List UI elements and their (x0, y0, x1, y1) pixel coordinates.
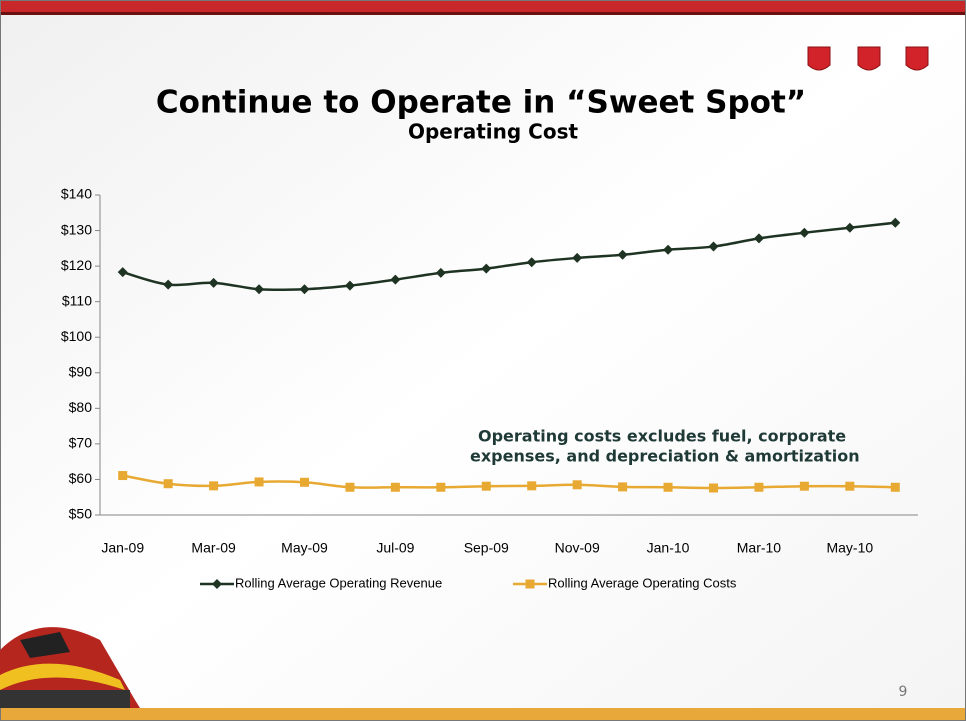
annotation: expenses, and depreciation & amortizatio… (470, 447, 860, 466)
marker (436, 482, 446, 492)
y-tick-label: $70 (69, 435, 93, 451)
marker (845, 481, 855, 491)
x-tick-label: Nov-09 (555, 540, 600, 556)
marker (117, 267, 128, 278)
marker (299, 284, 310, 295)
marker (753, 233, 764, 244)
y-tick-label: $120 (61, 257, 92, 273)
legend-label: Rolling Average Operating Costs (548, 575, 737, 590)
marker (663, 482, 673, 492)
annotation: Operating costs excludes fuel, corporate (478, 427, 846, 446)
marker (663, 244, 674, 255)
logo (807, 46, 831, 71)
legend-marker (525, 579, 535, 589)
marker (435, 267, 446, 278)
logos (807, 46, 929, 71)
x-tick-label: May-09 (281, 540, 328, 556)
marker (890, 217, 901, 228)
y-tick-label: $50 (69, 506, 93, 522)
y-tick-label: $80 (69, 399, 93, 415)
x-tick-label: Mar-10 (737, 540, 782, 556)
marker (345, 482, 355, 492)
x-tick-label: Jul-09 (376, 540, 414, 556)
top-bar (0, 0, 966, 12)
train-image (0, 627, 140, 720)
marker (708, 241, 719, 252)
marker (709, 483, 718, 493)
marker (799, 227, 810, 238)
marker (572, 480, 582, 490)
x-tick-label: May-10 (826, 540, 873, 556)
page-number: 9 (899, 684, 908, 700)
x-tick-label: Jan-10 (647, 540, 690, 556)
marker (300, 477, 309, 487)
logo (857, 46, 881, 71)
marker (844, 222, 855, 233)
marker (481, 263, 492, 274)
marker (617, 249, 628, 260)
y-tick-label: $130 (61, 221, 92, 237)
y-tick-label: $60 (69, 470, 93, 486)
marker (254, 284, 265, 295)
marker (618, 482, 628, 492)
marker (163, 479, 173, 489)
marker (481, 481, 491, 491)
y-tick-label: $100 (61, 328, 92, 344)
marker (163, 279, 174, 290)
marker (572, 252, 583, 263)
marker (754, 482, 764, 492)
logo (905, 46, 929, 71)
marker (390, 274, 401, 285)
chart-subtitle: Operating Cost (408, 120, 578, 144)
marker (799, 481, 809, 491)
marker (344, 280, 355, 291)
marker (118, 471, 128, 481)
y-tick-label: $90 (69, 363, 93, 379)
legend-marker (212, 579, 222, 589)
marker (209, 481, 219, 491)
marker (208, 277, 219, 288)
marker (390, 482, 400, 492)
marker (526, 257, 537, 268)
x-tick-label: Jan-09 (101, 540, 144, 556)
y-tick-label: $140 (61, 186, 92, 202)
slide-title: Continue to Operate in “Sweet Spot” (156, 85, 806, 121)
x-tick-label: Sep-09 (464, 540, 509, 556)
legend-label: Rolling Average Operating Revenue (235, 575, 442, 590)
marker (254, 477, 264, 487)
marker (527, 481, 537, 491)
bottom-bar (0, 708, 966, 721)
top-bar-line (0, 12, 966, 15)
y-tick-label: $110 (62, 292, 92, 308)
x-tick-label: Mar-09 (191, 540, 236, 556)
marker (890, 482, 900, 492)
